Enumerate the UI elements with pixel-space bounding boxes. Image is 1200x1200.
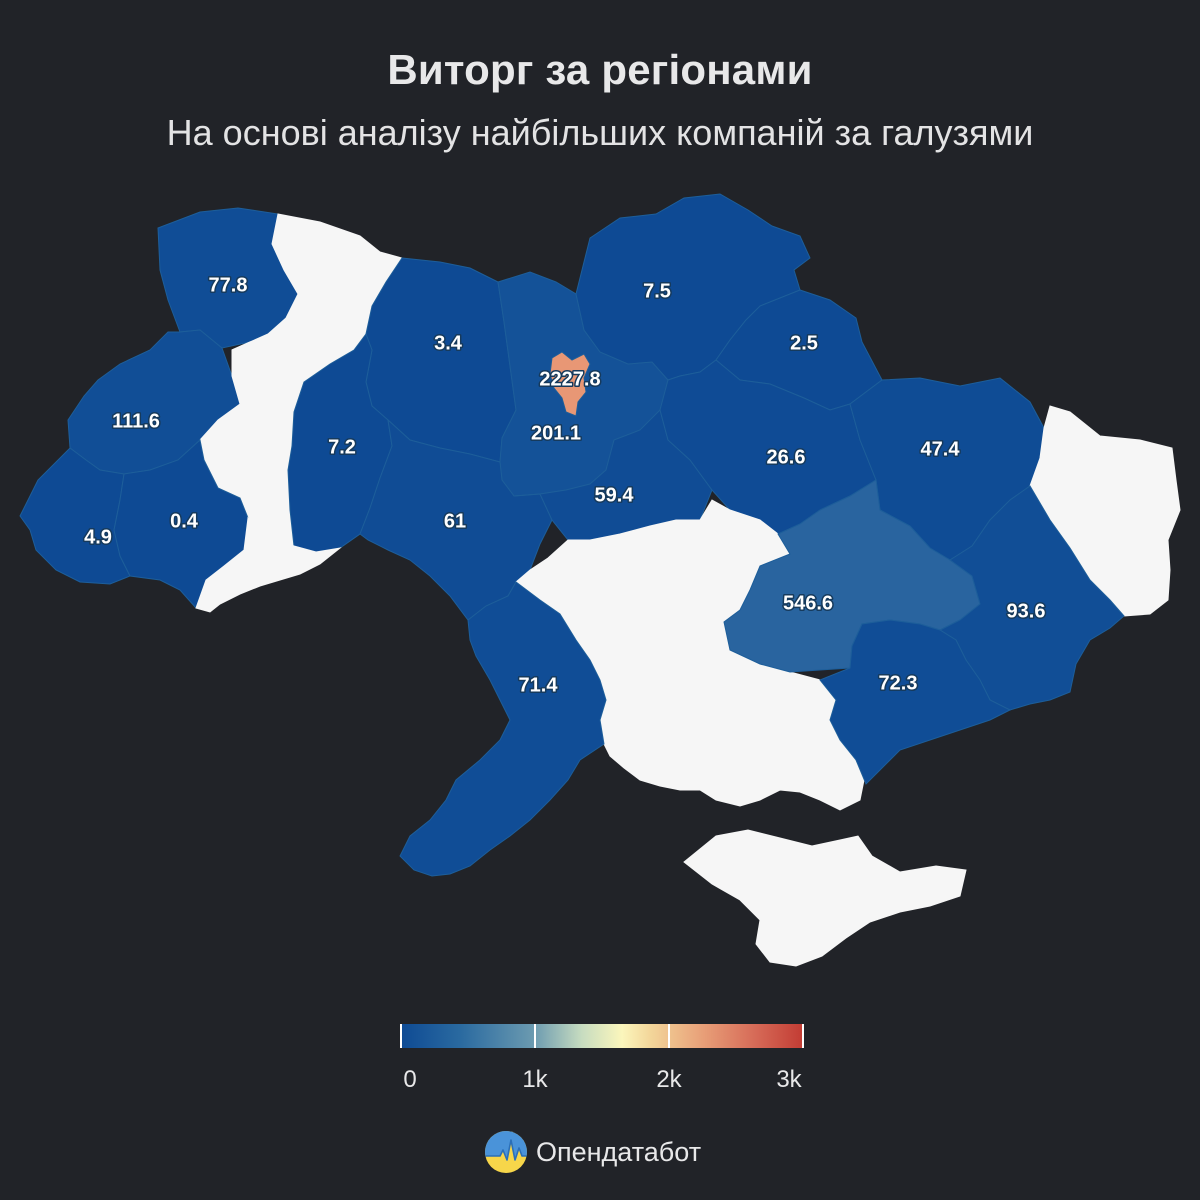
legend-tick-label-0: 0 [403, 1066, 417, 1093]
region-label-ivano-frankivsk: 0.4 [170, 510, 199, 532]
region-label-odesa: 71.4 [519, 674, 559, 696]
brand-name: Опендатабот [536, 1136, 702, 1167]
region-odesa[interactable] [399, 581, 607, 877]
region-label-chernihiv: 7.5 [643, 280, 671, 302]
legend-tick-label-2k: 2k [656, 1066, 682, 1093]
region-label-zhytomyr: 3.4 [434, 332, 463, 354]
region-kyiv-city[interactable] [549, 351, 591, 417]
brand-footer: Опендатабот [484, 1130, 701, 1174]
region-label-donetsk: 93.6 [1007, 600, 1046, 622]
page-subtitle: На основі аналізу найбільших компаній за… [166, 112, 1034, 153]
regions-layer [19, 193, 1181, 967]
region-chernivtsi[interactable] [195, 516, 342, 613]
legend-tick-label-1k: 1k [522, 1066, 548, 1093]
region-label-kyiv-city: 2227.8 [539, 368, 600, 390]
legend-tick-0 [400, 1024, 402, 1048]
labels-layer: 77.8 3.4 201.1 2227.8 7.5 2.5 111.6 7.2 61 59.4 26… [83, 273, 1047, 698]
region-label-dnipropetrovsk: 546.6 [783, 592, 833, 614]
color-scale-gradient [400, 1024, 804, 1048]
legend-tick-label-3k: 3k [776, 1066, 802, 1093]
region-label-vinnytsia: 61 [444, 510, 466, 532]
region-crimea[interactable] [683, 829, 967, 967]
legend-tick-2k [668, 1024, 670, 1048]
legend-tick-3k [802, 1024, 804, 1048]
region-label-zaporizhzhia: 72.3 [879, 672, 918, 694]
region-label-kyiv-oblast: 201.1 [531, 422, 581, 444]
region-label-sumy: 2.5 [790, 332, 818, 354]
page-title: Виторг за регіонами [387, 46, 813, 93]
legend-tick-1k [534, 1024, 536, 1048]
region-zaporizhzhia[interactable] [819, 619, 1012, 785]
color-scale-legend [400, 1024, 804, 1048]
region-label-khmelnytskyi: 7.2 [328, 436, 356, 458]
region-label-poltava: 26.6 [767, 446, 806, 468]
region-label-kharkiv: 47.4 [921, 438, 961, 460]
region-label-lviv: 111.6 [112, 410, 160, 432]
region-kherson[interactable] [603, 693, 865, 811]
opendatabot-logo-icon [485, 1131, 527, 1173]
region-label-volyn: 77.8 [209, 274, 248, 296]
region-label-zakarpattia: 4.9 [84, 526, 112, 548]
region-label-cherkasy: 59.4 [595, 484, 635, 506]
